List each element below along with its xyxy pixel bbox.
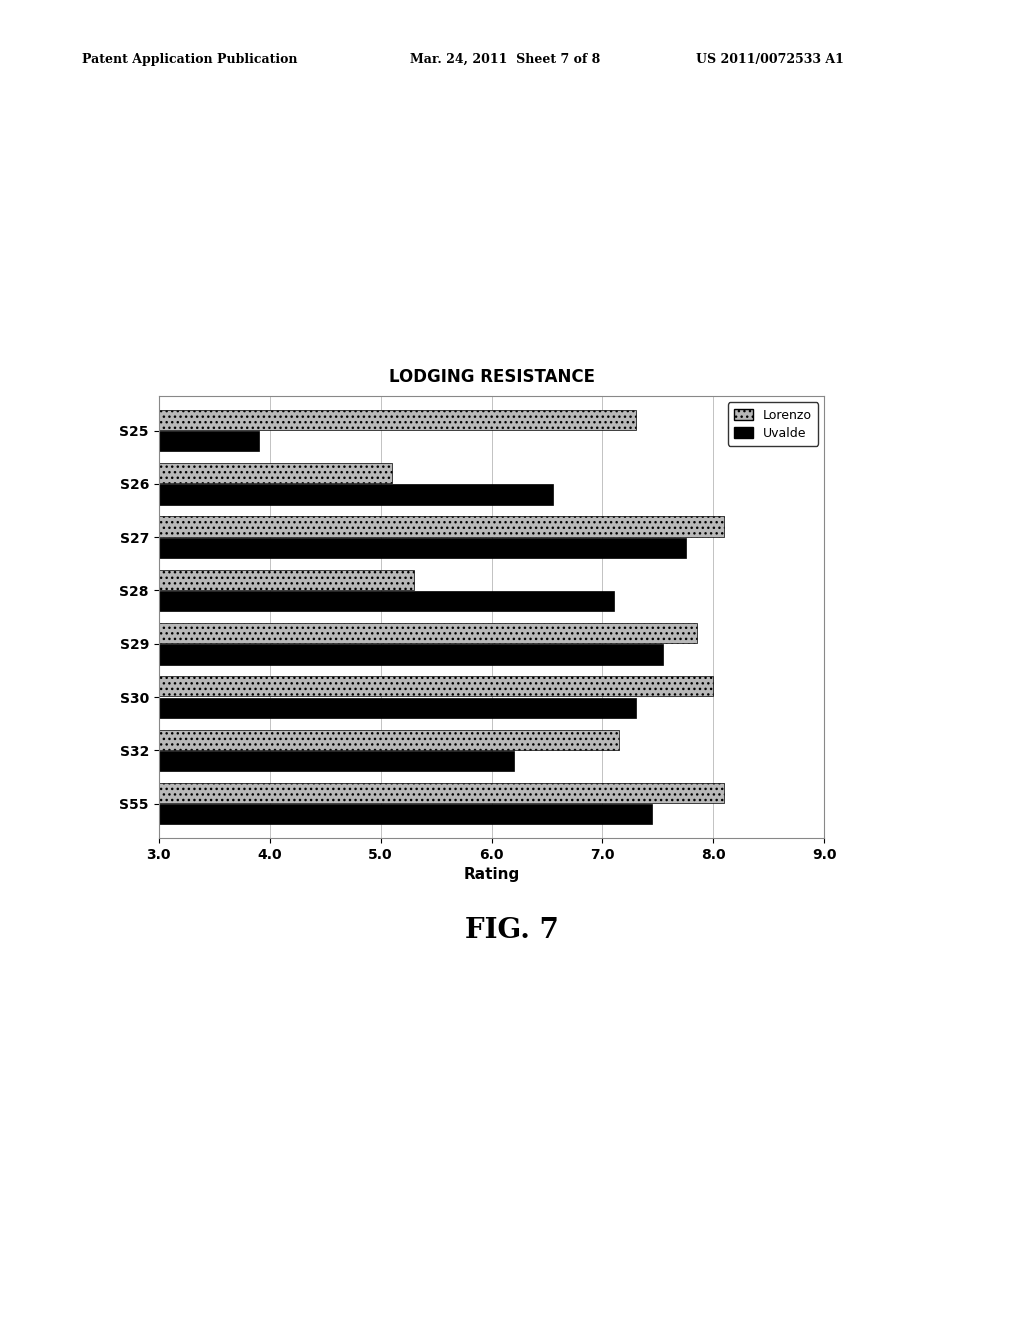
Text: Patent Application Publication: Patent Application Publication (82, 53, 297, 66)
Text: Mar. 24, 2011  Sheet 7 of 8: Mar. 24, 2011 Sheet 7 of 8 (410, 53, 600, 66)
Bar (159, 623, 696, 643)
Text: FIG. 7: FIG. 7 (465, 917, 559, 944)
Bar (159, 676, 714, 697)
Bar (159, 783, 725, 803)
Bar (159, 644, 664, 664)
Bar (159, 409, 636, 430)
Bar (159, 516, 725, 537)
Bar (159, 484, 553, 504)
Bar (159, 730, 620, 750)
Text: US 2011/0072533 A1: US 2011/0072533 A1 (696, 53, 844, 66)
Bar (159, 697, 636, 718)
X-axis label: Rating: Rating (464, 867, 519, 883)
Bar (159, 804, 652, 825)
Legend: Lorenzo, Uvalde: Lorenzo, Uvalde (728, 403, 818, 446)
Bar (159, 751, 514, 771)
Bar (159, 537, 686, 558)
Bar (159, 570, 414, 590)
Bar (159, 591, 613, 611)
Bar (159, 463, 391, 483)
Title: LODGING RESISTANCE: LODGING RESISTANCE (388, 368, 595, 387)
Bar (159, 432, 258, 451)
